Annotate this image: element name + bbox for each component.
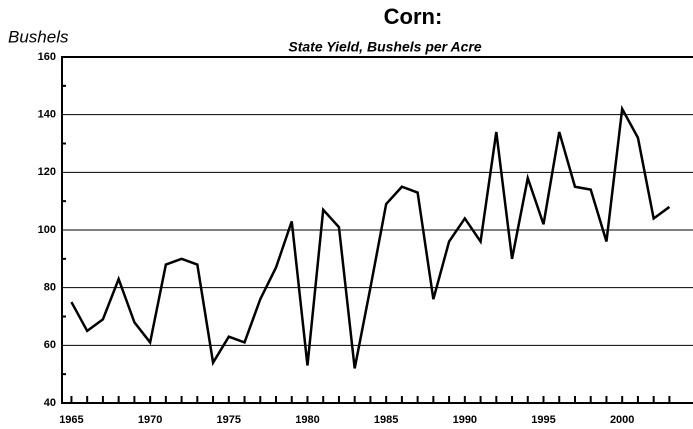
x-tick-label: 1995 xyxy=(531,414,555,426)
y-tick-label: 80 xyxy=(44,282,56,294)
x-tick-label: 1975 xyxy=(217,414,241,426)
y-axis-label: Bushels xyxy=(8,27,69,46)
y-tick-label: 120 xyxy=(38,166,56,178)
plot-frame xyxy=(61,56,693,404)
chart-title: Corn: xyxy=(384,4,443,29)
x-tick-label: 2000 xyxy=(610,414,634,426)
x-tick-label: 1965 xyxy=(59,414,83,426)
x-tick-label: 1990 xyxy=(453,414,477,426)
y-tick-label: 60 xyxy=(44,339,56,351)
y-tick-label: 160 xyxy=(38,51,56,63)
x-tick-label: 1970 xyxy=(138,414,162,426)
x-tick-label: 1980 xyxy=(295,414,319,426)
y-tick-label: 40 xyxy=(44,397,56,409)
y-tick-label: 140 xyxy=(38,109,56,121)
chart-subtitle: State Yield, Bushels per Acre xyxy=(288,39,481,55)
y-tick-label: 100 xyxy=(38,224,56,236)
data-line xyxy=(70,104,671,369)
x-tick-label: 1985 xyxy=(374,414,398,426)
